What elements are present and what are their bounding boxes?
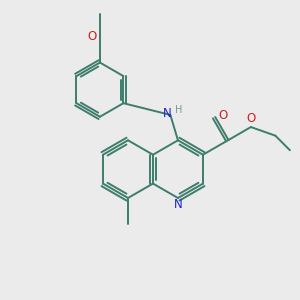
Text: O: O [218, 109, 227, 122]
Text: O: O [246, 112, 256, 125]
Text: N: N [174, 198, 182, 211]
Text: N: N [162, 107, 171, 120]
Text: H: H [175, 105, 182, 115]
Text: O: O [87, 30, 96, 43]
